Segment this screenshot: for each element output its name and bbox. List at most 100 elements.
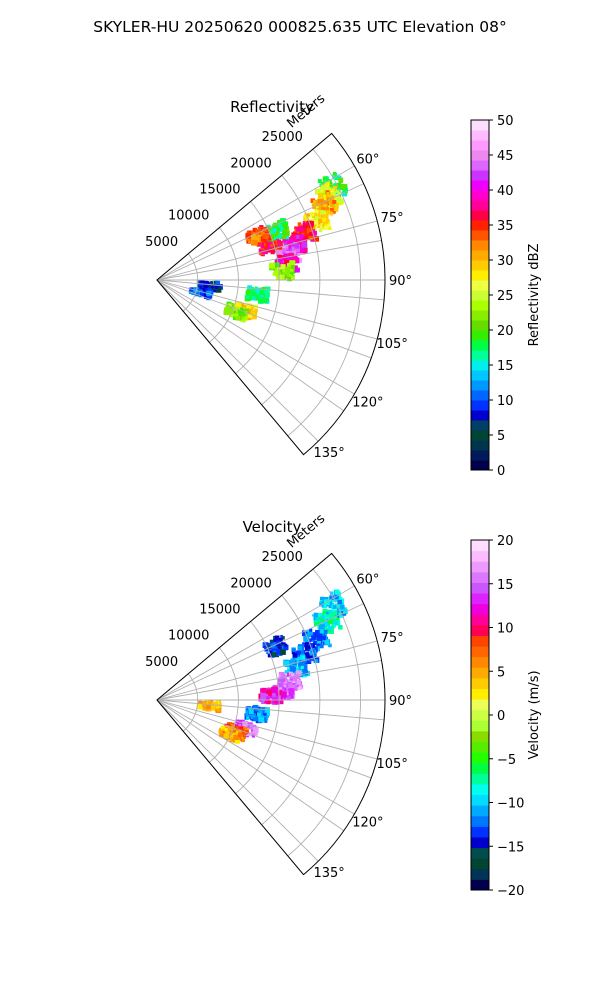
echo-gate — [325, 223, 328, 227]
echo-gate — [339, 198, 345, 204]
colorbar-swatch — [471, 624, 489, 636]
colorbar-swatch — [471, 130, 489, 141]
echo-gate — [287, 276, 293, 282]
echo-gate — [283, 255, 287, 259]
echo-gate — [290, 235, 295, 240]
echo-gate — [286, 695, 290, 698]
echo-gate — [276, 644, 282, 649]
echo-gate — [308, 655, 313, 660]
echo-gate — [258, 709, 263, 714]
echo-gate — [247, 310, 251, 314]
echo-gate — [318, 228, 323, 233]
colorbar-swatch — [471, 730, 489, 743]
echo-gate — [298, 650, 304, 657]
colorbar-swatch — [471, 300, 489, 311]
echo-gate — [265, 700, 271, 705]
echo-gate — [320, 615, 325, 620]
echo-gate — [272, 693, 276, 697]
echo-gate — [280, 258, 284, 262]
echo-gate — [324, 181, 330, 187]
colorbar-swatch — [471, 593, 489, 605]
colorbar-swatch — [471, 280, 489, 291]
echo-gate — [328, 601, 333, 606]
echo-gate — [215, 280, 220, 286]
echo-gate — [257, 236, 264, 243]
colorbar-swatch — [471, 270, 489, 281]
echo-gate — [319, 186, 326, 193]
colorbar-swatch — [471, 805, 489, 817]
echo-gate — [254, 308, 258, 313]
echo-gate — [277, 223, 283, 228]
echo-gate — [223, 733, 229, 739]
echo-gate — [270, 640, 273, 643]
colorbar-swatch — [471, 200, 489, 211]
echo-gate — [280, 264, 286, 270]
colorbar-tick-label: 30 — [497, 254, 514, 269]
echo-gate — [289, 684, 296, 691]
echo-gate — [226, 309, 229, 312]
echo-gate — [334, 617, 337, 620]
echo-gate — [273, 244, 278, 249]
echo-gate — [275, 248, 282, 255]
echo-gate — [313, 620, 320, 627]
echo-gate — [271, 695, 275, 700]
echo-gate — [317, 192, 324, 199]
echo-gate — [245, 303, 252, 309]
colorbar-swatch — [471, 330, 489, 341]
colorbar-swatch — [471, 380, 489, 391]
range-tick-label: 25000 — [262, 130, 303, 145]
echo-gate — [267, 653, 272, 658]
echo-gate — [314, 209, 318, 213]
colorbar-swatch — [471, 879, 489, 891]
echo-gate — [272, 227, 277, 232]
echo-gate — [289, 695, 294, 699]
azimuth-spoke — [156, 279, 385, 301]
echo-gate — [266, 690, 272, 696]
echo-gate — [321, 214, 328, 221]
echo-gate — [328, 199, 333, 205]
echo-layer — [196, 589, 348, 744]
colorbar-swatch — [471, 210, 489, 221]
echo-gate — [318, 218, 325, 225]
echo-gate — [326, 191, 329, 195]
echo-gate — [215, 287, 222, 293]
echo-gate — [237, 307, 241, 311]
echo-gate — [328, 626, 333, 631]
echo-gate — [276, 239, 280, 243]
colorbar-swatch — [471, 783, 489, 796]
echo-gate — [331, 186, 334, 189]
echo-gate — [252, 304, 258, 311]
echo-gate — [320, 189, 323, 192]
echo-gate — [301, 664, 308, 670]
echo-cell — [244, 285, 271, 304]
echo-gate — [226, 731, 231, 736]
echo-gate — [282, 271, 286, 275]
echo-gate — [323, 197, 327, 201]
echo-gate — [215, 705, 220, 709]
echo-gate — [210, 281, 214, 285]
echo-gate — [337, 603, 340, 606]
colorbar-swatch — [471, 540, 489, 552]
colorbar-swatch — [471, 773, 489, 785]
echo-gate — [302, 223, 308, 228]
azimuth-gridline — [156, 585, 355, 701]
echo-gate — [255, 295, 261, 301]
echo-gate — [249, 314, 253, 318]
echo-gate — [304, 642, 310, 647]
echo-gate — [293, 231, 296, 234]
echo-gate — [324, 222, 331, 228]
echo-gate — [274, 233, 278, 237]
colorbar-tick-label: −5 — [497, 753, 516, 768]
echo-gate — [278, 271, 282, 275]
colorbar-swatch — [471, 582, 489, 594]
colorbar-swatch — [471, 688, 489, 700]
azimuth-tick-label: 105° — [377, 757, 408, 772]
echo-gate — [298, 655, 301, 658]
echo-gate — [262, 643, 265, 646]
echo-gate — [284, 240, 287, 243]
echo-gate — [317, 222, 324, 228]
echo-gate — [296, 226, 302, 232]
echo-gate — [339, 604, 345, 610]
echo-gate — [280, 681, 284, 684]
azimuth-gridline — [156, 279, 355, 395]
